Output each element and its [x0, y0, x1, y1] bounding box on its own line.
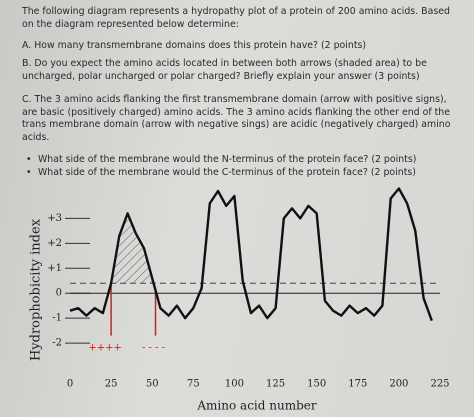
y-tick-label: +1: [47, 263, 62, 274]
y-axis-label: Hydrophobicity index: [29, 218, 44, 361]
x-tick-label: 225: [430, 379, 449, 390]
flank-annotation: - - - -: [142, 343, 165, 354]
x-tick-label: 200: [389, 379, 408, 390]
intro: The following diagram represents a hydro…: [22, 6, 450, 30]
y-tick-label: -2: [52, 338, 62, 349]
x-tick-label: 25: [105, 379, 118, 390]
y-tick-label: +2: [47, 238, 62, 249]
x-tick-label: 125: [266, 379, 285, 390]
bullet: What side of the membrane would the N-te…: [26, 154, 458, 167]
y-tick-label: -1: [52, 313, 62, 324]
x-tick-label: 100: [225, 379, 244, 390]
x-tick-label: 75: [187, 379, 200, 390]
x-axis-label: Amino acid number: [196, 399, 316, 413]
y-tick-label: 0: [56, 288, 62, 299]
question: B. Do you expect the amino acids located…: [22, 58, 427, 82]
y-tick-label: +3: [47, 213, 62, 224]
x-tick-label: 50: [146, 379, 159, 390]
question: C. The 3 amino acids flanking the first …: [22, 94, 451, 143]
bullet: What side of the membrane would the C-te…: [26, 167, 458, 180]
shaded-area: [111, 213, 156, 291]
hydropathy-line: [69, 187, 433, 322]
x-tick-label: 150: [307, 379, 326, 390]
flank-annotation: ++++: [88, 343, 122, 354]
x-tick-label: 0: [67, 379, 73, 390]
question: A. How many transmembrane domains does t…: [22, 40, 367, 51]
x-tick-label: 175: [348, 379, 367, 390]
